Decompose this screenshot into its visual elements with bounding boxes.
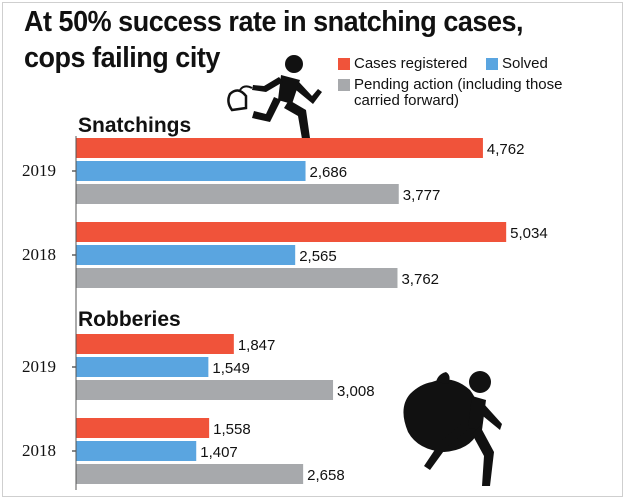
bar-snatchings-2018-solved (76, 245, 296, 265)
bar-label-snatchings-2019-pending: 3,777 (403, 187, 441, 204)
bar-label-robberies-2019-solved: 1,549 (212, 360, 250, 377)
bar-robberies-2018-cases (76, 418, 210, 438)
chart-title-line-1: At 50% success rate in snatching cases, (24, 6, 524, 38)
year-label-robberies-2018: 2018 (22, 441, 56, 460)
legend-label-cases: Cases registered (354, 55, 468, 72)
chart-title-line-2: cops failing city (24, 42, 220, 74)
bars-layer: Snatchings 2019 4,762 2,686 3,777 2018 5,034 2,… (22, 114, 548, 490)
bar-robberies-2018-solved (76, 441, 197, 461)
bar-label-snatchings-2019-solved: 2,686 (310, 164, 348, 181)
year-label-robberies-2019: 2019 (22, 357, 56, 376)
bar-robberies-2019-pending (76, 380, 334, 400)
legend-label-solved: Solved (502, 55, 548, 72)
bar-label-robberies-2019-cases: 1,847 (238, 337, 276, 354)
legend-swatch-pending (338, 79, 350, 91)
bar-snatchings-2019-pending (76, 184, 399, 204)
running-robber-icon (403, 371, 502, 486)
bar-label-robberies-2018-solved: 1,407 (200, 444, 238, 461)
legend-swatch-solved (486, 58, 498, 70)
bar-snatchings-2018-pending (76, 268, 398, 288)
bar-label-robberies-2018-cases: 1,558 (213, 421, 251, 438)
year-label-snatchings-2019: 2019 (22, 161, 56, 180)
bar-snatchings-2019-solved (76, 161, 306, 181)
legend-label-pending: Pending action (including those carried … (354, 76, 563, 109)
group-label-snatchings: Snatchings (78, 114, 191, 137)
running-snatcher-icon (227, 55, 322, 139)
year-label-snatchings-2018: 2018 (22, 245, 56, 264)
bar-label-robberies-2018-pending: 2,658 (307, 467, 345, 484)
bar-robberies-2019-cases (76, 334, 234, 354)
bar-snatchings-2018-cases (76, 222, 507, 242)
bar-label-snatchings-2018-cases: 5,034 (510, 225, 548, 242)
bar-label-snatchings-2018-solved: 2,565 (299, 248, 337, 265)
bar-snatchings-2019-cases (76, 138, 483, 158)
legend-swatch-cases (338, 58, 350, 70)
group-label-robberies: Robberies (78, 308, 181, 331)
bar-robberies-2018-pending (76, 464, 304, 484)
bar-robberies-2019-solved (76, 357, 209, 377)
bar-label-snatchings-2019-cases: 4,762 (487, 141, 525, 158)
chart-title: At 50% success rate in snatching cases, … (24, 4, 573, 76)
bar-label-robberies-2019-pending: 3,008 (337, 383, 375, 400)
bar-label-snatchings-2018-pending: 3,762 (401, 271, 439, 288)
